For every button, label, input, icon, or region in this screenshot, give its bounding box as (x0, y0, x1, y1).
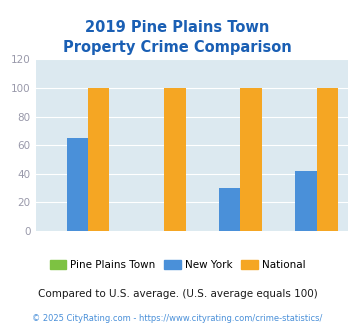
Legend: Pine Plains Town, New York, National: Pine Plains Town, New York, National (45, 256, 310, 274)
Text: Compared to U.S. average. (U.S. average equals 100): Compared to U.S. average. (U.S. average … (38, 289, 317, 299)
Text: 2019 Pine Plains Town
Property Crime Comparison: 2019 Pine Plains Town Property Crime Com… (63, 20, 292, 54)
Bar (317, 88, 338, 231)
Bar (67, 138, 88, 231)
Bar (164, 88, 186, 231)
Bar (240, 88, 262, 231)
Text: © 2025 CityRating.com - https://www.cityrating.com/crime-statistics/: © 2025 CityRating.com - https://www.city… (32, 314, 323, 323)
Bar (219, 188, 240, 231)
Bar (295, 171, 317, 231)
Bar (88, 88, 109, 231)
